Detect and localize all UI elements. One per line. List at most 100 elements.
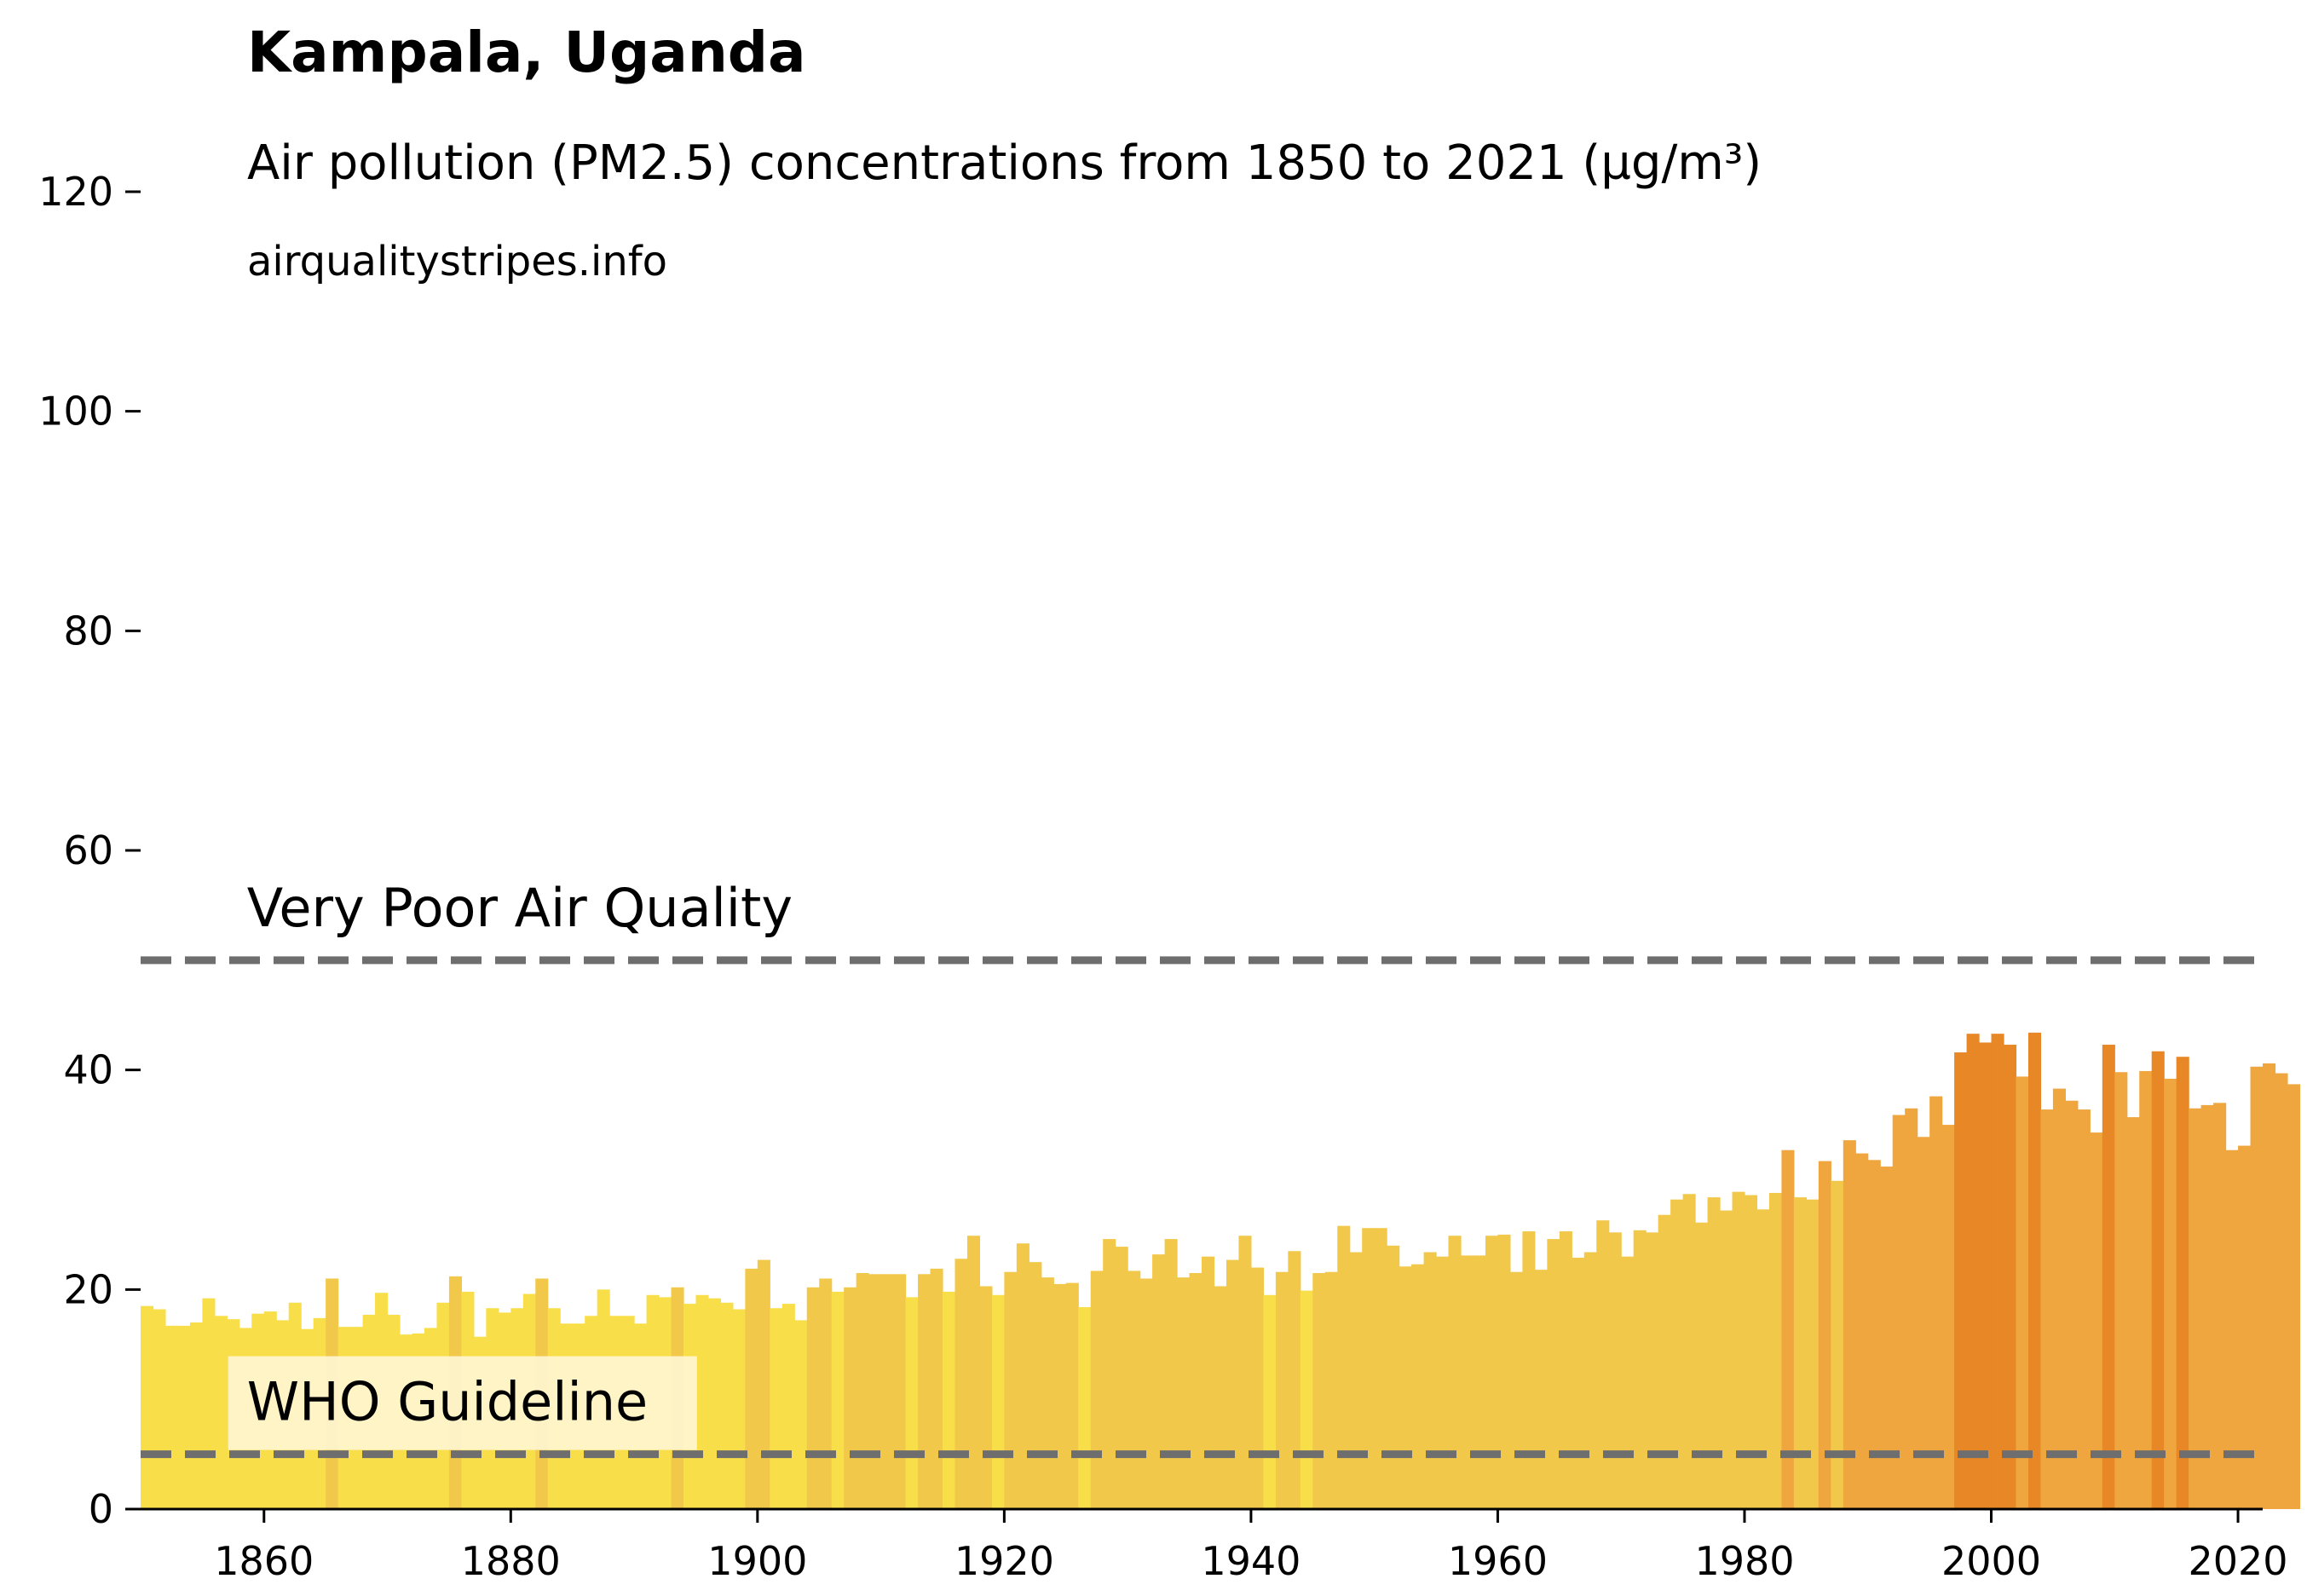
- bar-1991: [1880, 1167, 1894, 1509]
- bar-2007: [2077, 1109, 2091, 1509]
- bar-1912: [905, 1297, 919, 1509]
- bar-1948: [1349, 1252, 1363, 1509]
- bar-1934: [1177, 1277, 1191, 1509]
- bar-1982: [1768, 1192, 1783, 1509]
- reference-label-0: Very Poor Air Quality: [247, 877, 793, 939]
- y-axis: 0 20 40 60 80 100 120: [38, 169, 141, 1532]
- bar-2004: [2040, 1109, 2054, 1509]
- reference-label-1: WHO Guideline: [247, 1371, 648, 1433]
- y-tick-label-40: 40: [63, 1047, 113, 1093]
- y-tick-label-100: 100: [38, 389, 113, 435]
- bar-1965: [1559, 1231, 1572, 1509]
- x-tick-label-2000: 2000: [1941, 1538, 2041, 1584]
- bar-1946: [1324, 1271, 1338, 1509]
- bar-1935: [1189, 1273, 1203, 1509]
- bar-1940: [1250, 1267, 1264, 1509]
- chart-subtitle: Air pollution (PM2.5) concentrations fro…: [247, 135, 1762, 191]
- bar-2011: [2126, 1117, 2140, 1509]
- bar-1933: [1164, 1239, 1178, 1509]
- bar-1926: [1078, 1306, 1092, 1509]
- bar-2003: [2027, 1032, 2042, 1509]
- bar-2000: [1991, 1034, 2004, 1509]
- bar-1938: [1226, 1259, 1240, 1509]
- y-tick-label-20: 20: [63, 1266, 113, 1312]
- y-tick-label-0: 0: [89, 1486, 113, 1532]
- bar-1911: [893, 1274, 907, 1509]
- x-tick-label-2020: 2020: [2189, 1538, 2288, 1584]
- x-tick-label-1880: 1880: [461, 1538, 561, 1584]
- bar-1978: [1720, 1210, 1733, 1509]
- y-tick-label-60: 60: [63, 827, 113, 873]
- bar-1920: [1004, 1271, 1018, 1509]
- y-tick-label-120: 120: [38, 169, 113, 215]
- bar-1951: [1387, 1245, 1400, 1509]
- bar-1896: [707, 1298, 722, 1509]
- bar-2008: [2090, 1132, 2103, 1509]
- bar-1917: [966, 1236, 981, 1509]
- bar-1918: [979, 1286, 993, 1509]
- bar-1989: [1855, 1153, 1869, 1509]
- x-tick-label-1900: 1900: [707, 1538, 807, 1584]
- bar-2023: [2275, 1073, 2288, 1509]
- bar-1962: [1522, 1231, 1536, 1509]
- bar-1950: [1374, 1228, 1387, 1509]
- bar-1925: [1065, 1282, 1079, 1509]
- bar-1997: [1954, 1052, 1968, 1509]
- bar-1990: [1867, 1160, 1881, 1509]
- bar-1906: [831, 1291, 845, 1509]
- bar-1960: [1497, 1234, 1511, 1509]
- bar-1930: [1128, 1270, 1141, 1509]
- bar-2024: [2287, 1084, 2301, 1509]
- bar-2015: [2176, 1057, 2189, 1509]
- bar-2022: [2263, 1063, 2276, 1509]
- bar-1904: [806, 1287, 820, 1509]
- bar-1964: [1547, 1239, 1560, 1509]
- bar-1854: [189, 1322, 203, 1509]
- bar-1931: [1139, 1278, 1153, 1509]
- bar-1994: [1917, 1137, 1930, 1509]
- bar-1943: [1288, 1251, 1301, 1509]
- bar-1993: [1905, 1108, 1918, 1509]
- x-tick-label-1960: 1960: [1448, 1538, 1548, 1584]
- bar-2019: [2225, 1149, 2239, 1509]
- bar-1916: [955, 1259, 968, 1509]
- bar-2017: [2200, 1104, 2214, 1509]
- bar-1907: [844, 1287, 857, 1509]
- bar-1973: [1658, 1214, 1671, 1509]
- bar-1914: [930, 1268, 943, 1509]
- reference-label-bg-1: [228, 1356, 697, 1450]
- bar-2001: [2003, 1045, 2017, 1509]
- bar-1963: [1534, 1270, 1548, 1509]
- bar-1952: [1399, 1266, 1412, 1509]
- bar-1922: [1029, 1262, 1042, 1510]
- bar-1901: [770, 1308, 783, 1509]
- bar-1942: [1275, 1271, 1289, 1509]
- bar-1898: [732, 1309, 746, 1509]
- bar-2005: [2052, 1088, 2066, 1509]
- x-tick-label-1940: 1940: [1201, 1538, 1301, 1584]
- bar-1908: [856, 1273, 869, 1509]
- bar-1924: [1053, 1283, 1067, 1509]
- bar-1899: [745, 1268, 758, 1509]
- x-tick-label-1920: 1920: [955, 1538, 1054, 1584]
- bar-1851: [153, 1309, 166, 1509]
- bar-1977: [1707, 1197, 1721, 1509]
- bar-1976: [1695, 1222, 1709, 1509]
- bar-1992: [1892, 1115, 1906, 1509]
- bar-1969: [1608, 1232, 1622, 1509]
- bar-2006: [2065, 1100, 2079, 1509]
- bar-1958: [1473, 1255, 1486, 1509]
- bar-1980: [1744, 1195, 1758, 1509]
- bar-1937: [1214, 1286, 1227, 1509]
- bar-1939: [1238, 1236, 1252, 1509]
- bar-1947: [1337, 1225, 1351, 1509]
- bar-1932: [1152, 1254, 1166, 1509]
- bar-1903: [794, 1320, 808, 1509]
- bar-1995: [1929, 1096, 1943, 1509]
- bar-1856: [214, 1316, 228, 1509]
- bar-1972: [1646, 1232, 1659, 1509]
- bar-1959: [1485, 1236, 1499, 1509]
- bar-1961: [1509, 1271, 1523, 1509]
- bar-1986: [1818, 1161, 1831, 1509]
